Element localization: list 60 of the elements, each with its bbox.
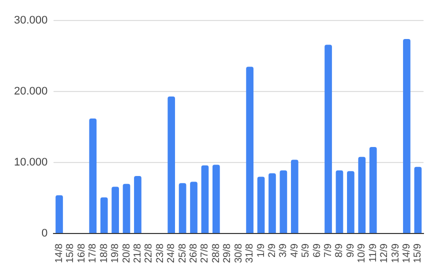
bar bbox=[100, 197, 108, 234]
x-tick-label: 2/9 bbox=[266, 243, 278, 258]
x-tick-label: 25/8 bbox=[177, 243, 188, 264]
x-tick-label: 21/8 bbox=[132, 243, 144, 264]
x-tick-label: 11/9 bbox=[368, 243, 379, 262]
x-tick-label: 22/8 bbox=[144, 243, 155, 264]
bar bbox=[122, 184, 130, 234]
bar bbox=[246, 66, 254, 234]
x-tick-label: 30/8 bbox=[233, 243, 244, 264]
y-tick-label: 30.000 bbox=[14, 14, 48, 27]
bar bbox=[280, 170, 288, 234]
x-tick-label: 20/8 bbox=[121, 243, 132, 264]
bar bbox=[56, 195, 63, 234]
x-tick-label: 16/8 bbox=[76, 243, 88, 264]
x-tick-label: 7/9 bbox=[323, 243, 334, 258]
x-tick-label: 31/8 bbox=[244, 243, 256, 264]
x-tick-label: 3/9 bbox=[278, 243, 290, 258]
bar bbox=[112, 186, 119, 234]
bar bbox=[369, 146, 377, 234]
x-tick-label: 26/8 bbox=[188, 243, 200, 264]
bar bbox=[347, 171, 354, 234]
x-tick-label: 15/9 bbox=[412, 243, 424, 264]
bar bbox=[89, 118, 97, 234]
bar bbox=[257, 176, 265, 234]
bar bbox=[324, 44, 332, 234]
x-tick-label: 23/8 bbox=[154, 243, 166, 264]
x-tick-label: 5/9 bbox=[300, 243, 312, 258]
bar bbox=[168, 96, 176, 234]
bar bbox=[403, 39, 410, 234]
x-tick-label: 27/8 bbox=[200, 243, 211, 264]
x-tick-label: 15/8 bbox=[65, 243, 76, 264]
y-tick-label: 0 bbox=[42, 228, 48, 240]
bar bbox=[358, 156, 366, 234]
y-tick-label: 10.000 bbox=[14, 156, 48, 169]
x-tick-label: 17/8 bbox=[88, 243, 99, 264]
x-tick-label: 14/9 bbox=[401, 243, 412, 264]
x-tick-label: 6/9 bbox=[312, 243, 323, 258]
bar bbox=[336, 170, 344, 234]
x-tick-label: 13/9 bbox=[390, 243, 402, 264]
x-tick-label: 29/8 bbox=[222, 243, 234, 264]
x-tick-label: 24/8 bbox=[166, 243, 178, 264]
x-tick-label: 4/9 bbox=[289, 243, 300, 258]
y-tick-label: 20.000 bbox=[14, 86, 48, 98]
bar bbox=[201, 165, 209, 234]
bar bbox=[190, 182, 198, 234]
x-tick-label: 1/9 bbox=[256, 243, 267, 258]
x-tick-label: 8/9 bbox=[334, 243, 346, 258]
x-tick-label: 14/8 bbox=[54, 243, 65, 264]
bar bbox=[414, 166, 422, 234]
bar bbox=[212, 164, 220, 234]
x-tick-label: 10/9 bbox=[356, 243, 368, 264]
x-tick-label: 18/8 bbox=[98, 243, 110, 264]
x-tick-label: 19/8 bbox=[110, 243, 122, 264]
bar bbox=[268, 173, 276, 234]
x-tick-label: 9/9 bbox=[345, 243, 356, 258]
bar bbox=[290, 160, 298, 234]
x-tick-label: 28/8 bbox=[210, 243, 222, 264]
bar bbox=[134, 176, 142, 234]
x-tick-label: 12/9 bbox=[379, 243, 390, 264]
bar bbox=[178, 183, 186, 234]
